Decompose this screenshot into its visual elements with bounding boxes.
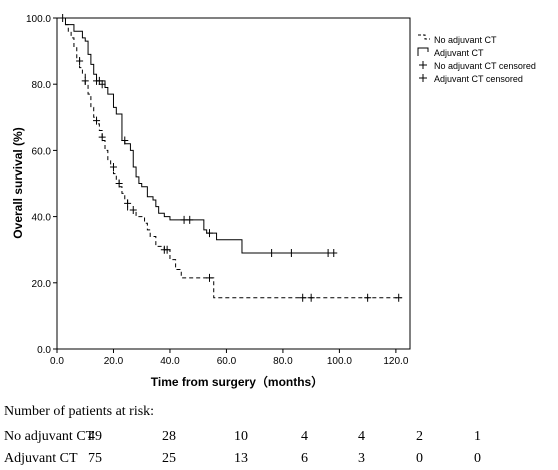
y-tick-label: 0.0 xyxy=(37,345,51,356)
risk-value: 25 xyxy=(162,451,176,466)
x-axis-label: Time from surgery（months） xyxy=(151,374,323,389)
y-axis-label: Overall survival (%) xyxy=(11,127,25,238)
censor-mark xyxy=(287,249,295,258)
x-tick-label: 20.0 xyxy=(104,356,124,367)
censor-mark xyxy=(299,293,307,302)
censor-mark xyxy=(109,162,117,171)
censor-mark xyxy=(364,293,372,302)
risk-value: 4 xyxy=(358,429,365,444)
risk-row-label: Adjuvant CT xyxy=(4,451,78,466)
censor-mark xyxy=(205,273,213,282)
risk-row: No adjuvant CT 49 28 10 4 4 2 1 xyxy=(4,429,554,447)
risk-value: 1 xyxy=(474,429,481,444)
risk-row: Adjuvant CT 75 25 13 6 3 0 0 xyxy=(4,451,554,469)
legend-symbol xyxy=(418,34,430,40)
censor-mark xyxy=(129,205,137,214)
risk-value: 49 xyxy=(88,429,102,444)
y-tick-label: 40.0 xyxy=(32,213,52,224)
risk-value: 28 xyxy=(162,429,176,444)
censor-mark xyxy=(115,179,123,188)
plot-frame xyxy=(56,17,411,350)
risk-value: 0 xyxy=(416,451,423,466)
censor-mark xyxy=(395,293,403,302)
series-line-adjuvant xyxy=(57,17,337,254)
censor-mark xyxy=(307,293,315,302)
series-line-no-adjuvant xyxy=(57,17,402,299)
censor-mark xyxy=(268,249,276,258)
risk-value: 0 xyxy=(474,451,481,466)
legend-label: Adjuvant CT xyxy=(434,48,484,58)
censor-mark xyxy=(163,245,171,254)
risk-value: 4 xyxy=(301,429,308,444)
censor-mark xyxy=(121,136,129,145)
censor-mark xyxy=(186,215,194,224)
x-tick-label: 120.0 xyxy=(383,356,408,367)
risk-value: 75 xyxy=(88,451,102,466)
x-tick-label: 100.0 xyxy=(327,356,352,367)
y-tick-label: 60.0 xyxy=(32,146,52,157)
legend-symbol xyxy=(419,61,427,69)
censor-mark xyxy=(59,14,67,22)
censor-mark xyxy=(76,57,84,66)
risk-value: 2 xyxy=(416,429,423,444)
censor-mark xyxy=(98,133,106,142)
legend-label: No adjuvant CT censored xyxy=(434,61,536,71)
risk-row-label: No adjuvant CT xyxy=(4,429,95,444)
censor-mark xyxy=(205,229,213,238)
legend-label: Adjuvant CT censored xyxy=(434,74,523,84)
legend-symbol xyxy=(417,47,429,56)
x-tick-label: 40.0 xyxy=(160,356,180,367)
y-tick-label: 80.0 xyxy=(32,80,52,91)
x-tick-label: 60.0 xyxy=(217,356,237,367)
legend-label: No adjuvant CT xyxy=(434,35,497,45)
legend: No adjuvant CT Adjuvant CT No adjuvant CT … xyxy=(417,34,536,84)
censor-mark xyxy=(330,249,338,258)
x-tick-label: 80.0 xyxy=(273,356,293,367)
risk-value: 6 xyxy=(301,451,308,466)
y-tick-label: 100.0 xyxy=(26,14,51,25)
censor-mark xyxy=(98,80,106,89)
risk-table-title: Number of patients at risk: xyxy=(4,404,155,419)
y-tick-label: 20.0 xyxy=(32,279,52,290)
censor-mark xyxy=(124,199,132,208)
risk-value: 13 xyxy=(234,451,248,466)
legend-symbol xyxy=(419,74,427,82)
risk-value: 10 xyxy=(234,429,248,444)
risk-value: 3 xyxy=(358,451,365,466)
censor-mark xyxy=(93,116,101,125)
censor-mark xyxy=(81,76,89,85)
x-tick-label: 0.0 xyxy=(50,356,64,367)
survival-chart: 0.0 20.0 40.0 60.0 80.0 100.0 0.0 20.0 40.0 60.0 8… xyxy=(11,14,536,389)
